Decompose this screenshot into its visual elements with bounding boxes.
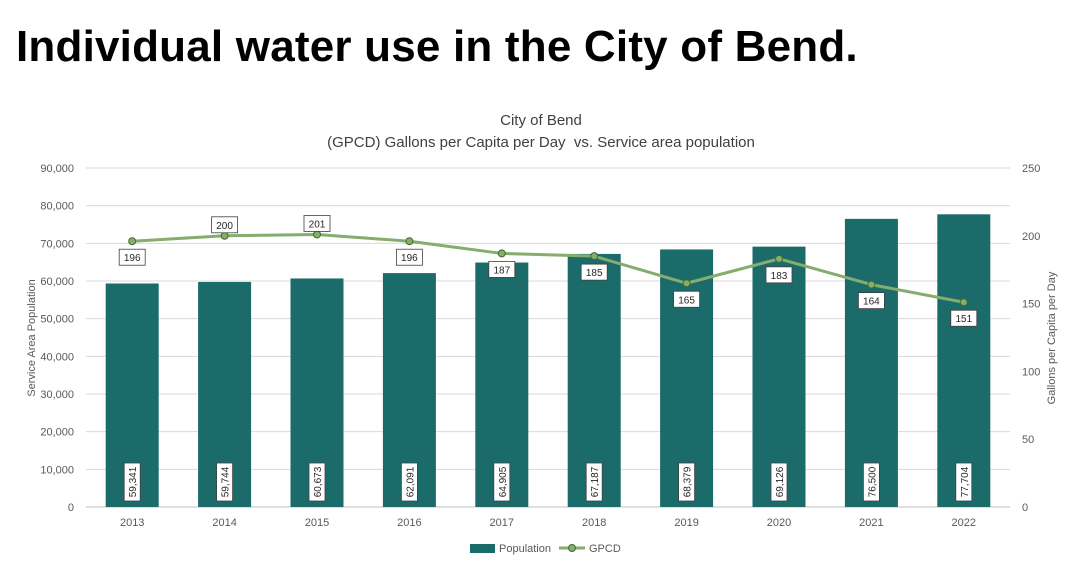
population-label-box — [216, 462, 234, 502]
gpcd-data-label: 164 — [863, 297, 880, 308]
population-bars — [105, 214, 991, 508]
x-tick-label: 2017 — [490, 517, 514, 529]
y2-tick-label: 250 — [1022, 163, 1040, 175]
gpcd-marker — [128, 237, 137, 246]
population-bar — [844, 218, 898, 507]
population-data-label: 64,905 — [498, 466, 509, 497]
gpcd-label-box — [211, 216, 239, 234]
gpcd-label-box — [950, 309, 978, 327]
page-title: Individual water use in the City of Bend… — [16, 22, 858, 71]
y-axis-label: Service Area Population — [26, 279, 38, 396]
gpcd-marker — [867, 280, 876, 289]
x-tick-label: 2013 — [120, 517, 144, 529]
population-data-label: 60,673 — [313, 466, 324, 497]
gpcd-label-box — [858, 292, 885, 310]
population-bar — [937, 214, 991, 507]
gpcd-marker — [497, 249, 506, 258]
gpcd-label-box — [673, 290, 700, 308]
chart-title: City of Bend — [500, 112, 582, 129]
population-label-box — [678, 462, 695, 502]
gpcd-data-label: 201 — [309, 219, 326, 230]
y-tick-label: 40,000 — [40, 351, 74, 363]
y2-axis-label: Gallons per Capita per Day — [1046, 271, 1058, 404]
gpcd-line-group — [128, 230, 968, 307]
y2-tick-label: 200 — [1022, 231, 1040, 243]
y-tick-label: 50,000 — [40, 314, 74, 326]
y-tick-label: 60,000 — [40, 276, 74, 288]
y2-tick-label: 150 — [1022, 299, 1040, 311]
y-tick-label: 20,000 — [40, 427, 74, 439]
legend-population-swatch — [470, 544, 495, 553]
population-label-box — [123, 462, 141, 502]
gpcd-data-label: 196 — [124, 253, 141, 264]
gpcd-label-box — [580, 263, 608, 281]
legend-gpcd-label: GPCD — [589, 543, 621, 555]
population-label-box — [308, 462, 326, 502]
population-data-label: 67,187 — [590, 466, 601, 497]
population-data-label: 68,379 — [683, 466, 694, 497]
legend-gpcd-swatch-marker — [568, 544, 576, 552]
x-tick-label: 2021 — [859, 517, 883, 529]
gpcd-data-label: 196 — [401, 253, 418, 264]
gpcd-data-label: 151 — [955, 314, 972, 325]
population-label-box — [585, 462, 603, 502]
population-label-box — [863, 462, 880, 502]
gpcd-marker — [590, 252, 599, 261]
gpcd-data-label: 183 — [771, 271, 788, 282]
y-tick-label: 80,000 — [40, 201, 74, 213]
gpcd-marker — [220, 231, 229, 240]
x-tick-label: 2016 — [397, 517, 421, 529]
y-tick-label: 70,000 — [40, 238, 74, 250]
gpcd-label-box — [395, 248, 423, 266]
gpcd-line — [132, 232, 965, 304]
x-tick-label: 2015 — [305, 517, 329, 529]
y-tick-label: 10,000 — [40, 464, 74, 476]
chart-subtitle: (GPCD) Gallons per Capita per Day vs. Se… — [327, 134, 755, 151]
y-tick-label: 90,000 — [40, 163, 74, 175]
population-data-label: 59,341 — [128, 466, 139, 497]
gpcd-label-box — [303, 215, 331, 232]
gpcd-label-box — [765, 266, 793, 284]
y2-tick-label: 50 — [1022, 434, 1034, 446]
y2-tick-label: 0 — [1022, 502, 1028, 514]
population-data-label: 62,091 — [405, 466, 416, 497]
population-data-label: 76,500 — [867, 466, 878, 497]
axes: 0 10,000 20,000 30,000 40,000 50,000 60,000 70,… — [40, 163, 1040, 529]
population-data-label: 59,744 — [221, 466, 232, 497]
legend: Population GPCD — [470, 543, 621, 555]
gpcd-data-label: 185 — [586, 268, 603, 279]
gpcd-marker — [405, 237, 414, 246]
x-tick-label: 2019 — [674, 517, 698, 529]
y-tick-label: 0 — [68, 502, 74, 514]
gpcd-marker — [959, 298, 968, 307]
x-tick-label: 2014 — [212, 517, 236, 529]
gpcd-marker — [775, 254, 783, 263]
gpcd-marker — [313, 230, 321, 239]
population-data-label: 77,704 — [960, 466, 971, 497]
x-tick-label: 2022 — [952, 517, 976, 529]
gpcd-data-label: 187 — [493, 265, 510, 276]
population-label-box — [955, 462, 973, 502]
data-labels: 59,341 59,744 60,673 62,091 64,905 67,187 68,3… — [118, 215, 978, 502]
y-tick-label: 30,000 — [40, 389, 74, 401]
gpcd-label-box — [118, 248, 146, 266]
gpcd-data-label: 165 — [678, 295, 695, 306]
population-data-label: 69,126 — [775, 466, 786, 497]
x-tick-label: 2018 — [582, 517, 606, 529]
gpcd-marker — [682, 279, 691, 288]
population-label-box — [770, 462, 788, 502]
population-label-box — [400, 462, 418, 502]
x-tick-label: 2020 — [767, 517, 791, 529]
gpcd-label-box — [488, 261, 516, 278]
population-label-box — [493, 462, 511, 502]
y2-tick-label: 100 — [1022, 366, 1040, 378]
gpcd-data-label: 200 — [216, 221, 233, 232]
legend-population-label: Population — [499, 543, 551, 555]
